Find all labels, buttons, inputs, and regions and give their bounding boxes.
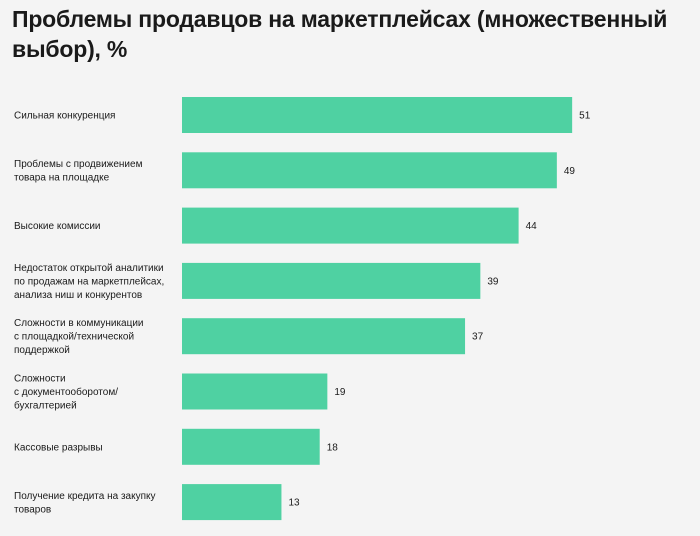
category-label-6: Сложности с документооборотом/бухгалтерие… [14,374,118,412]
value-label-1: 51 [579,111,591,122]
bar-4 [182,262,481,299]
value-label-4: 39 [487,276,499,287]
category-label-8: Получение кредита на закупку товаров [14,491,156,515]
chart-title: Проблемы продавцов на маркетплейсах (мно… [12,6,668,62]
bar-5 [182,318,466,355]
bar-3 [182,207,519,244]
value-label-3: 44 [526,221,538,232]
bar-1 [182,97,573,133]
value-label-8: 13 [288,498,300,509]
category-label-2: Проблемы с продвижением товара на площадк… [14,158,143,184]
value-label-7: 18 [327,442,339,453]
value-label-2: 49 [564,166,576,177]
value-label-6: 19 [334,387,346,398]
category-label-5: Сложности в коммуникации с площадкой/техн… [14,318,144,356]
category-label-1: Сильная конкуренция [14,111,115,122]
category-label-4: Недостаток открытой аналитики по продажам… [14,263,164,301]
category-label-3: Высокие комиссии [14,221,101,232]
bar-7 [182,428,320,465]
bar-8 [182,484,282,521]
bar-6 [182,373,328,410]
category-label-7: Кассовые разрывы [14,442,103,453]
value-label-5: 37 [472,332,484,343]
bar-2 [182,152,557,189]
